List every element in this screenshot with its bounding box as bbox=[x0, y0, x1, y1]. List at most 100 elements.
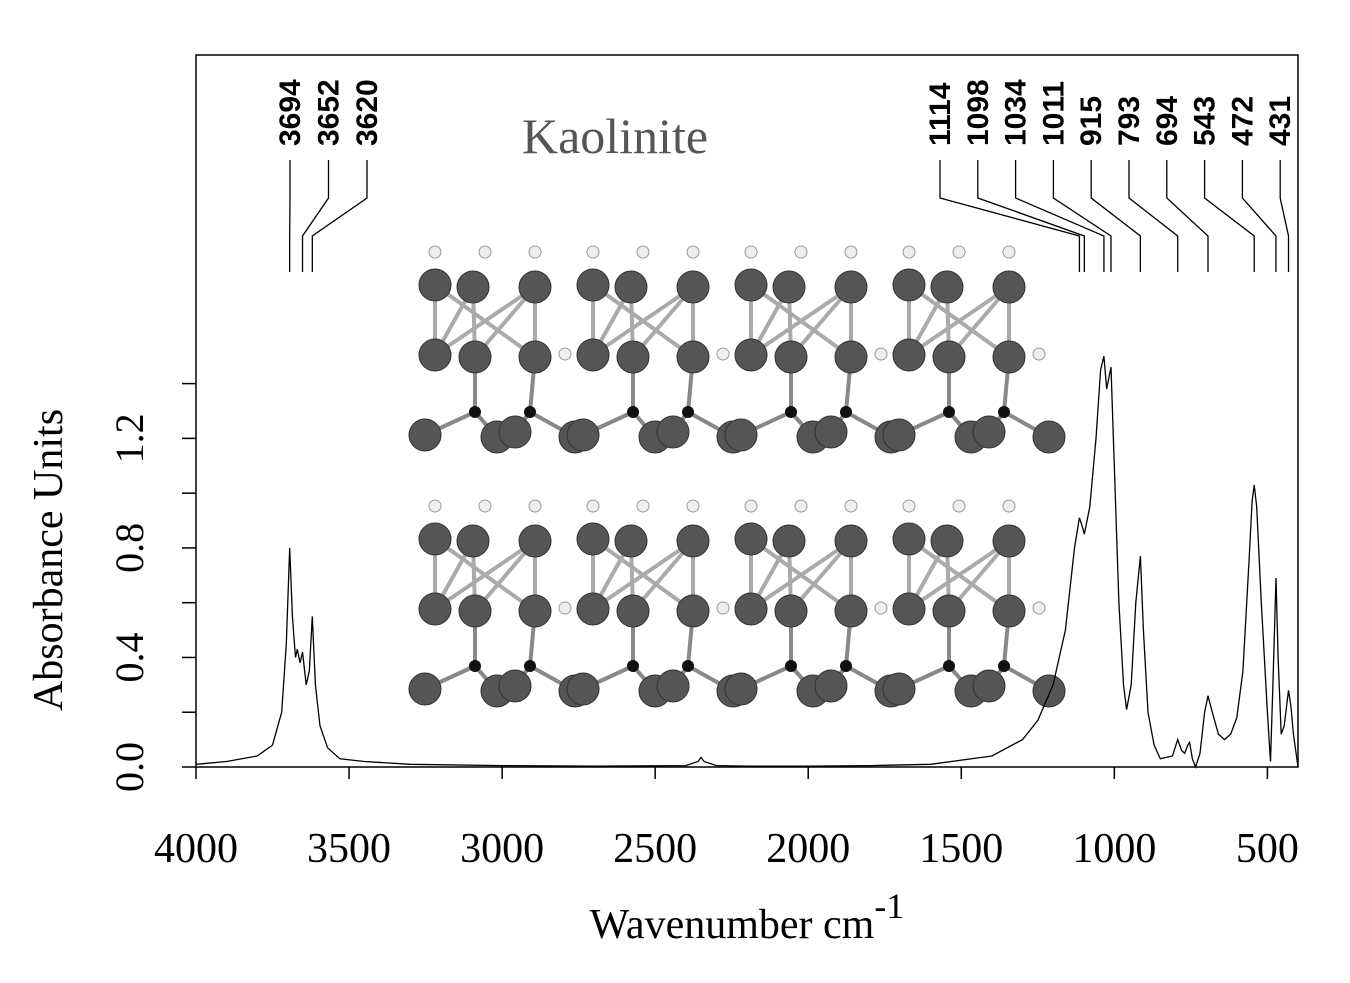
peak-leader bbox=[1014, 160, 1105, 272]
hydrogen-atom bbox=[844, 245, 858, 259]
bond bbox=[749, 285, 853, 357]
hydrogen-atom bbox=[952, 499, 966, 513]
x-axis-label-text: Wavenumber cm bbox=[590, 902, 875, 948]
oxygen-atom bbox=[518, 340, 552, 374]
peak-leader bbox=[301, 160, 330, 272]
x-tick-label: 1000 bbox=[1072, 826, 1156, 872]
silicon-atom bbox=[682, 406, 694, 418]
oxygen-atom bbox=[458, 594, 492, 628]
peak-label: 1114 bbox=[924, 82, 957, 146]
oxygen-atom bbox=[616, 594, 650, 628]
oxygen-atom bbox=[814, 415, 848, 449]
oxygen-atom bbox=[772, 524, 806, 558]
oxygen-atom bbox=[456, 270, 490, 304]
oxygen-atom bbox=[892, 522, 926, 556]
oxygen-atom bbox=[518, 594, 552, 628]
peak-label: 694 bbox=[1151, 96, 1184, 146]
hydrogen-atom bbox=[744, 499, 758, 513]
peak-leader bbox=[1090, 160, 1141, 272]
hydrogen-atom bbox=[1032, 601, 1046, 615]
hydrogen-atom bbox=[874, 601, 888, 615]
y-tick-label: 0.4 bbox=[107, 632, 152, 682]
silicon-atom bbox=[469, 660, 481, 672]
silicon-atom bbox=[943, 660, 955, 672]
x-axis-label-superscript: -1 bbox=[874, 886, 904, 926]
oxygen-atom bbox=[566, 418, 600, 452]
peak-label: 3620 bbox=[351, 79, 384, 146]
silicon-atom bbox=[785, 406, 797, 418]
hydrogen-atom bbox=[794, 499, 808, 513]
oxygen-atom bbox=[614, 270, 648, 304]
oxygen-atom bbox=[676, 340, 710, 374]
oxygen-atom bbox=[930, 524, 964, 558]
oxygen-atom bbox=[992, 594, 1026, 628]
y-tick-label: 0.0 bbox=[107, 742, 152, 792]
x-tick-label: 500 bbox=[1236, 826, 1299, 872]
hydrogen-atom bbox=[1002, 245, 1016, 259]
oxygen-atom bbox=[930, 270, 964, 304]
oxygen-atom bbox=[408, 418, 442, 452]
hydrogen-atom bbox=[874, 347, 888, 361]
oxygen-atom bbox=[892, 338, 926, 372]
oxygen-atom bbox=[458, 340, 492, 374]
hydrogen-atom bbox=[528, 499, 542, 513]
oxygen-atom bbox=[834, 524, 868, 558]
hydrogen-atom bbox=[528, 245, 542, 259]
hydrogen-atom bbox=[478, 499, 492, 513]
peak-label: 431 bbox=[1264, 96, 1297, 146]
y-axis-label: Absorbance Units bbox=[26, 409, 72, 711]
oxygen-atom bbox=[814, 669, 848, 703]
oxygen-atom bbox=[734, 522, 768, 556]
oxygen-atom bbox=[992, 524, 1026, 558]
oxygen-atom bbox=[724, 672, 758, 706]
plot-frame bbox=[195, 54, 1299, 768]
bond bbox=[907, 539, 1011, 611]
oxygen-atom bbox=[418, 592, 452, 626]
oxygen-atom bbox=[566, 672, 600, 706]
hydrogen-atom bbox=[636, 499, 650, 513]
oxygen-atom bbox=[834, 340, 868, 374]
hydrogen-atom bbox=[794, 245, 808, 259]
silicon-atom bbox=[469, 406, 481, 418]
y-tick-label: 1.2 bbox=[107, 413, 152, 463]
silicon-atom bbox=[785, 660, 797, 672]
peak-leader bbox=[977, 160, 1085, 272]
oxygen-atom bbox=[1032, 674, 1066, 708]
peak-label: 1011 bbox=[1037, 81, 1070, 146]
x-tick-label: 3500 bbox=[307, 826, 391, 872]
hydrogen-atom bbox=[686, 499, 700, 513]
hydrogen-atom bbox=[586, 245, 600, 259]
silicon-atom bbox=[682, 660, 694, 672]
hydrogen-atom bbox=[686, 245, 700, 259]
peak-leader bbox=[1279, 160, 1290, 272]
peak-leader bbox=[1052, 160, 1112, 272]
peak-label: 3652 bbox=[313, 79, 346, 146]
oxygen-atom bbox=[498, 669, 532, 703]
oxygen-atom bbox=[576, 522, 610, 556]
silicon-atom bbox=[840, 660, 852, 672]
hydrogen-atom bbox=[1032, 347, 1046, 361]
oxygen-atom bbox=[882, 418, 916, 452]
hydrogen-atom bbox=[636, 245, 650, 259]
oxygen-atom bbox=[834, 270, 868, 304]
peak-leader bbox=[1128, 160, 1179, 272]
oxygen-atom bbox=[834, 594, 868, 628]
peak-label: 793 bbox=[1113, 96, 1146, 146]
bond bbox=[907, 285, 1011, 357]
oxygen-atom bbox=[972, 415, 1006, 449]
oxygen-atom bbox=[676, 524, 710, 558]
bond bbox=[591, 539, 695, 611]
x-tick-label: 1500 bbox=[919, 826, 1003, 872]
oxygen-atom bbox=[992, 340, 1026, 374]
oxygen-atom bbox=[656, 669, 690, 703]
oxygen-atom bbox=[932, 594, 966, 628]
hydrogen-atom bbox=[952, 245, 966, 259]
chart-title: Kaolinite bbox=[522, 108, 708, 164]
oxygen-atom bbox=[576, 592, 610, 626]
oxygen-atom bbox=[734, 592, 768, 626]
peak-label: 1034 bbox=[1000, 79, 1033, 146]
oxygen-atom bbox=[774, 340, 808, 374]
oxygen-atom bbox=[518, 270, 552, 304]
silicon-atom bbox=[998, 660, 1010, 672]
